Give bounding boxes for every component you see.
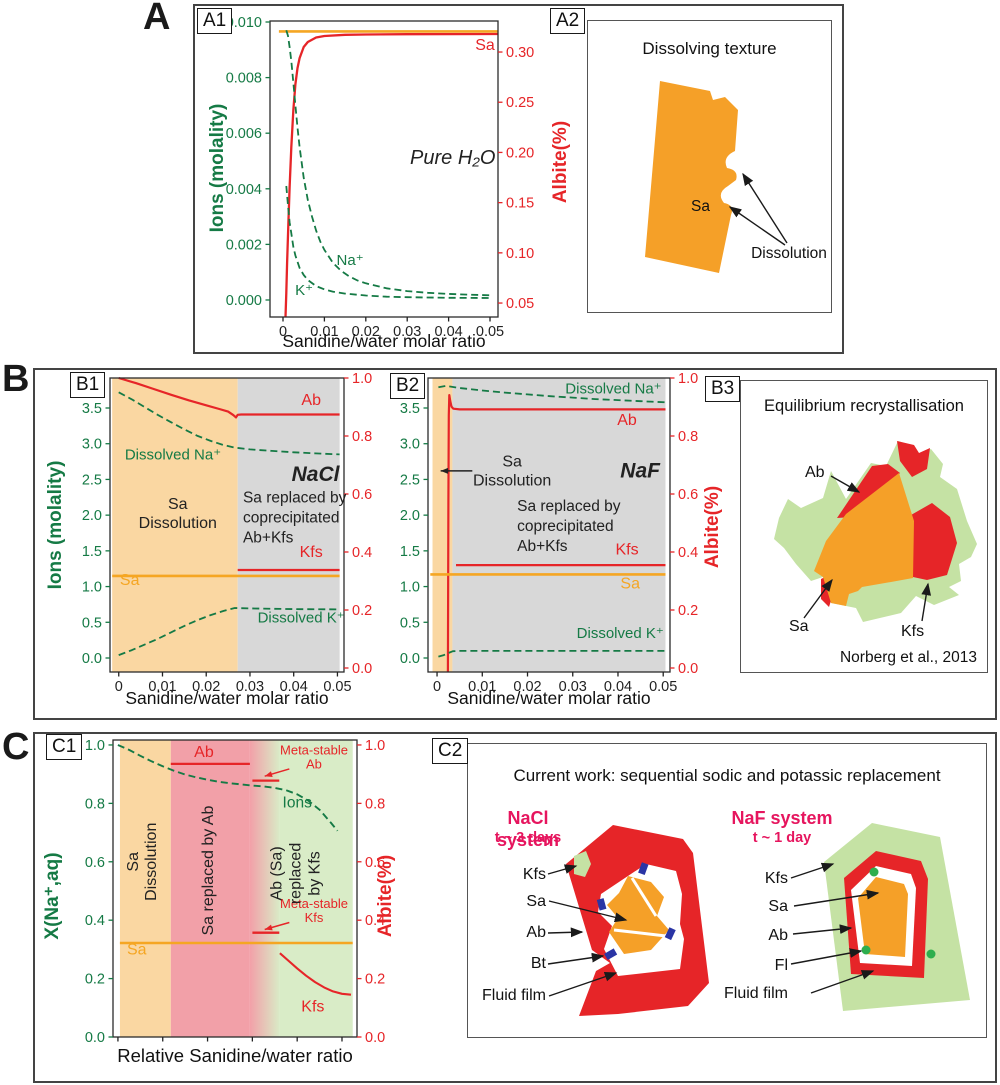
naf-fluid-label: Fluid film bbox=[723, 985, 788, 1002]
naf-fl-dot-2 bbox=[861, 945, 871, 955]
albite-right-strip bbox=[911, 503, 957, 580]
naf-sa-label: Sa bbox=[768, 898, 788, 915]
nacl-kfs-label: Kfs bbox=[522, 866, 546, 883]
naf-system-heading: NaF system bbox=[731, 808, 833, 828]
albite-band bbox=[837, 464, 900, 518]
naf-fl-arrow bbox=[790, 948, 863, 965]
naf-fl-dot-1 bbox=[869, 867, 879, 877]
kfs-arrow bbox=[921, 582, 932, 622]
tag-b2: B2 bbox=[390, 373, 426, 399]
b3-sa-label: Sa bbox=[789, 618, 809, 635]
panel-c-box bbox=[33, 732, 997, 1083]
a2-diagram bbox=[645, 81, 788, 273]
nacl-bt-arrow bbox=[547, 952, 605, 965]
c2-current-work-box: Current work: sequential sodic and potas… bbox=[467, 743, 987, 1038]
b3-citation: Norberg et al., 2013 bbox=[839, 649, 977, 666]
nacl-kfs-arrow bbox=[547, 864, 578, 875]
a2-sa-label: Sa bbox=[691, 198, 710, 215]
naf-fluid-arrow bbox=[810, 970, 875, 994]
tag-a1: A1 bbox=[197, 8, 233, 34]
b3-ab-label: Ab bbox=[805, 464, 825, 481]
naf-ab-label: Ab bbox=[768, 927, 788, 944]
dissolution-arrow-1 bbox=[742, 172, 788, 244]
nacl-slit-1 bbox=[630, 877, 658, 917]
nacl-fluid-arrow bbox=[548, 972, 618, 997]
sa-arrow bbox=[803, 578, 833, 619]
tag-b3: B3 bbox=[705, 376, 741, 402]
nacl-bt-2 bbox=[596, 898, 607, 911]
naf-kfs-label: Kfs bbox=[764, 870, 788, 887]
b3-equilibrium-box: Equilibrium recrystallisation Ab Sa Kfs … bbox=[740, 380, 988, 673]
a2-dissolving-texture-box: Dissolving texture Sa Dissolution bbox=[587, 20, 832, 313]
tag-b1: B1 bbox=[70, 372, 106, 398]
c2-title: Current work: sequential sodic and potas… bbox=[513, 766, 941, 785]
panel-a-box bbox=[193, 4, 844, 354]
panel-b-letter: B bbox=[2, 358, 30, 400]
panel-a-letter: A bbox=[143, 0, 171, 38]
tag-a2: A2 bbox=[550, 8, 586, 34]
nacl-kfs-patch bbox=[574, 851, 591, 877]
dissolution-arrow-2 bbox=[728, 206, 786, 246]
sanidine-grain bbox=[645, 81, 738, 273]
nacl-ab-arrow bbox=[547, 927, 584, 938]
nacl-ab-label: Ab bbox=[526, 924, 546, 941]
naf-fl-label: Fl bbox=[774, 957, 788, 974]
b3-kfs-label: Kfs bbox=[901, 623, 925, 640]
tag-c1: C1 bbox=[46, 734, 83, 760]
panel-b-box bbox=[33, 368, 997, 720]
nacl-bt-1 bbox=[638, 862, 649, 876]
tag-c2: C2 bbox=[432, 738, 469, 764]
nacl-slit-2 bbox=[613, 928, 667, 938]
naf-system-time: t ~ 1 day bbox=[752, 830, 812, 846]
naf-fl-dot-3 bbox=[926, 949, 936, 959]
nacl-sa-label: Sa bbox=[526, 893, 546, 910]
c2-diagram bbox=[547, 823, 970, 1016]
sanidine-core bbox=[814, 473, 914, 606]
nacl-bt-4 bbox=[604, 948, 618, 960]
nacl-fluid-label: Fluid film bbox=[481, 987, 546, 1004]
nacl-system-time: t ~ 3 days bbox=[494, 830, 562, 846]
naf-ab-arrow bbox=[792, 924, 853, 935]
a2-title: Dissolving texture bbox=[642, 39, 777, 58]
b3-title: Equilibrium recrystallisation bbox=[764, 397, 964, 415]
nacl-sa-arrow bbox=[548, 900, 628, 923]
b3-diagram bbox=[774, 441, 977, 622]
naf-kfs-arrow bbox=[790, 862, 835, 879]
panel-c-letter: C bbox=[2, 726, 30, 768]
nacl-bt-3 bbox=[664, 927, 676, 941]
a2-dissolution-label: Dissolution bbox=[751, 245, 827, 262]
ab-arrow bbox=[830, 475, 861, 493]
albite-top-right-patch bbox=[897, 441, 930, 477]
nacl-bt-label: Bt bbox=[530, 955, 546, 972]
nacl-system-heading: NaCl system bbox=[496, 808, 560, 850]
naf-sa-arrow bbox=[793, 889, 880, 907]
